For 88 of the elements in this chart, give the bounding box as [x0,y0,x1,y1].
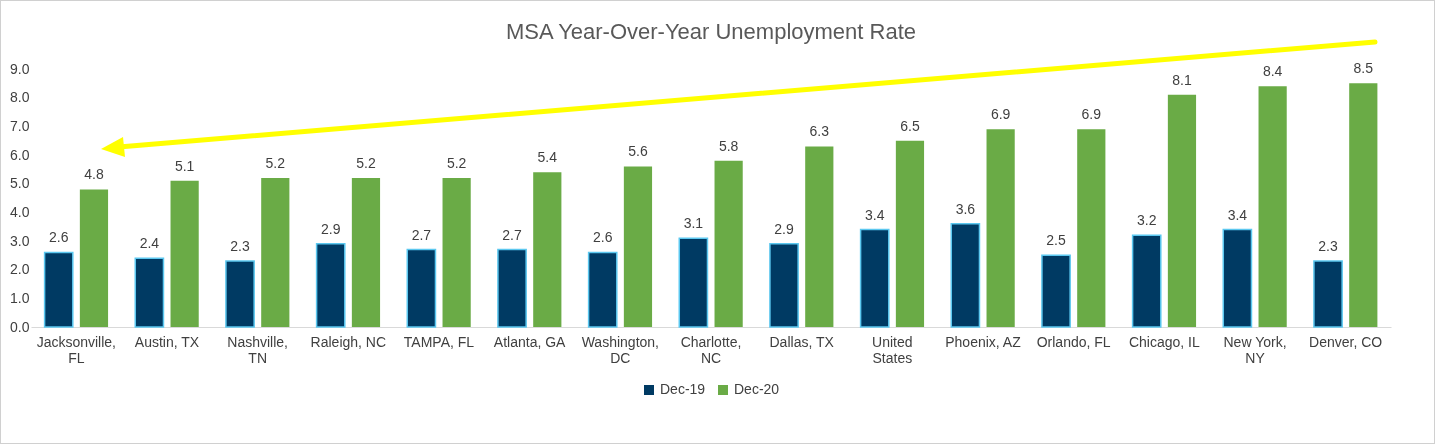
data-label: 3.6 [955,200,976,217]
data-label: 8.1 [1172,71,1192,88]
data-label: 6.3 [809,123,830,140]
x-tick-label: Atlanta, GA [493,333,567,350]
legend-label: Dec-19 [660,381,706,397]
bar [406,248,437,328]
data-label: 2.5 [1046,232,1066,249]
x-tick-label: New York, NY [1223,333,1287,366]
x-tick-label: TAMPA, FL [403,333,475,350]
data-label: 2.3 [1318,238,1338,255]
y-tick-label: 2.0 [10,261,30,278]
data-label: 2.6 [592,229,613,246]
data-label: 5.2 [356,154,376,171]
bar [170,180,199,327]
y-tick-label: 3.0 [10,232,30,249]
x-tick-label: Raleigh, NC [310,333,387,350]
data-label: 5.8 [718,137,739,154]
x-tick-label: Nashville, TN [227,333,289,366]
bar [1167,94,1197,327]
data-label: 6.5 [900,117,920,134]
y-tick-label: 5.0 [10,175,30,192]
y-tick-label: 1.0 [10,289,30,306]
bar [678,237,709,328]
data-label: 5.4 [537,149,558,166]
bar [1131,234,1162,328]
y-tick-label: 7.0 [10,117,30,134]
bar [623,166,653,327]
bar [497,248,527,328]
bar [587,251,618,328]
bar [805,146,834,327]
bar [1258,86,1287,327]
data-label: 2.3 [230,238,250,255]
y-tick-label: 6.0 [10,146,30,163]
data-label: 5.2 [446,154,467,171]
x-tick-label: United States [872,333,913,366]
data-label: 2.9 [774,220,794,237]
data-label: 2.6 [48,229,69,246]
data-label: 2.7 [411,226,432,243]
x-tick-label: Dallas, TX [769,333,835,350]
bar [1077,129,1106,327]
data-label: 6.9 [1081,106,1102,123]
data-label: 8.5 [1353,60,1374,77]
data-label: 2.9 [320,220,341,237]
x-tick-label: Washington, DC [581,333,659,366]
bar [950,223,981,328]
bar [315,243,346,328]
x-tick-label: Denver, CO [1309,333,1383,350]
data-label: 2.4 [139,235,160,252]
bar [225,260,255,328]
data-label: 4.8 [84,166,104,183]
x-tick-label: Chicago, IL [1128,333,1200,350]
bar [769,243,799,328]
y-tick-label: 8.0 [10,89,30,106]
data-label: 3.4 [1227,206,1248,223]
data-label: 3.2 [1136,212,1157,229]
data-label: 2.7 [502,226,522,243]
bar [43,251,74,328]
legend-label: Dec-20 [734,381,780,397]
x-tick-label: Austin, TX [134,333,200,350]
x-tick-label: Orlando, FL [1036,333,1111,350]
bar [1041,254,1071,328]
data-label: 5.6 [628,143,648,160]
bar [714,160,743,327]
bar [1349,83,1378,327]
data-label: 3.4 [864,206,885,223]
bar [859,228,890,328]
y-tick-label: 0.0 [10,318,30,335]
y-tick-label: 9.0 [10,60,30,77]
bar [134,257,165,328]
data-label: 6.9 [990,106,1011,123]
data-label: 5.2 [265,154,286,171]
bar [442,177,471,327]
bar [1313,260,1343,328]
data-label: 3.1 [683,215,704,232]
y-tick-label: 4.0 [10,203,30,220]
bar [351,177,381,327]
x-tick-label: Jacksonville, FL [36,333,117,366]
bar [79,189,109,327]
bar [895,140,925,327]
bar [1222,228,1253,328]
bar [533,172,562,327]
x-tick-label: Phoenix, AZ [945,333,1022,350]
x-tick-label: Charlotte, NC [680,333,742,366]
bar [261,177,290,327]
chart-title: MSA Year-Over-Year Unemployment Rate [505,19,917,44]
bar [986,129,1015,327]
data-label: 5.1 [174,157,195,174]
data-label: 8.4 [1262,63,1283,80]
